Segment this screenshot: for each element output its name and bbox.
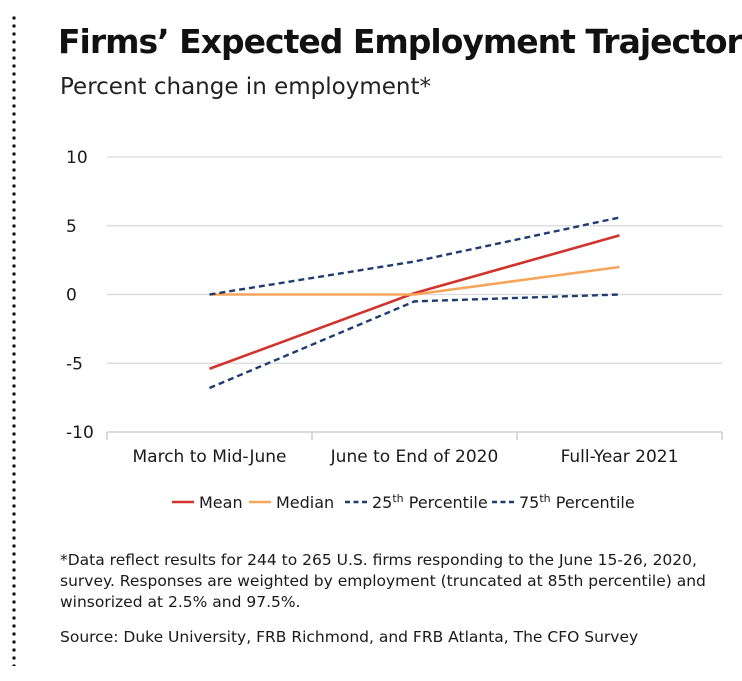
- series-line-25th-percentile: [209, 293, 620, 390]
- chart-title: Firms’ Expected Employment Trajectory: [58, 22, 742, 61]
- x-tick-label: March to Mid-June: [133, 447, 287, 467]
- x-tick-label: Full-Year 2021: [561, 447, 679, 467]
- legend-label: 75th Percentile: [519, 492, 635, 512]
- legend-label: Mean: [199, 493, 243, 512]
- y-tick-label: -5: [66, 354, 83, 374]
- legend-label: 25th Percentile: [372, 492, 488, 512]
- series-line-median: [209, 265, 620, 296]
- series-line-75th-percentile: [209, 216, 620, 296]
- source-note: Source: Duke University, FRB Richmond, a…: [60, 628, 639, 646]
- y-tick-label: 10: [66, 148, 88, 168]
- x-tick-label: June to End of 2020: [330, 447, 499, 467]
- chart-subtitle: Percent change in employment*: [60, 74, 431, 100]
- y-tick-label: 0: [66, 286, 77, 306]
- y-tick-label: 5: [66, 217, 77, 237]
- legend-label: Median: [276, 493, 334, 512]
- dotted-border: [12, 14, 16, 666]
- y-tick-label: -10: [66, 423, 94, 443]
- footnote: *Data reflect results for 244 to 265 U.S…: [60, 551, 706, 611]
